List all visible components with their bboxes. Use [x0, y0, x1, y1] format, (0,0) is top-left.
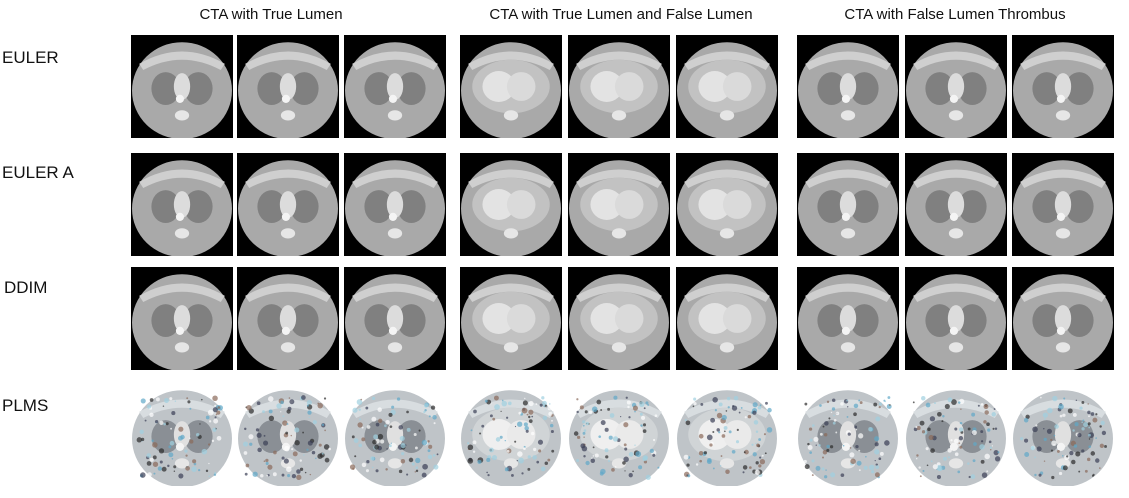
row-label-plms: PLMS: [2, 396, 49, 415]
ct-slice-image: [131, 383, 233, 486]
column-header-false-lumen-thrombus: CTA with False Lumen Thrombus: [844, 6, 1066, 23]
ct-slice-image: [460, 35, 562, 138]
ct-slice-image: [344, 35, 446, 138]
ct-slice-image: [131, 153, 233, 256]
ct-slice-image: [797, 383, 899, 486]
ct-slice-image: [344, 383, 446, 486]
ct-slice-image: [460, 383, 562, 486]
ct-slice-image: [797, 267, 899, 370]
row-label-euler-a: EULER A: [2, 163, 74, 182]
ct-slice-image: [905, 153, 1007, 256]
column-header-true-false-lumen: CTA with True Lumen and False Lumen: [489, 6, 753, 23]
ct-slice-image: [797, 35, 899, 138]
ct-slice-image: [237, 35, 339, 138]
ct-slice-image: [568, 267, 670, 370]
ct-slice-image: [1012, 267, 1114, 370]
ct-slice-image: [460, 267, 562, 370]
ct-slice-image: [676, 383, 778, 486]
ct-slice-image: [905, 35, 1007, 138]
ct-slice-image: [237, 153, 339, 256]
ct-slice-image: [344, 267, 446, 370]
column-header-true-lumen: CTA with True Lumen: [199, 6, 343, 23]
ct-slice-image: [797, 153, 899, 256]
ct-slice-image: [905, 383, 1007, 486]
ct-slice-image: [237, 383, 339, 486]
ct-slice-image: [568, 153, 670, 256]
ct-slice-image: [676, 35, 778, 138]
ct-slice-image: [344, 153, 446, 256]
ct-slice-image: [676, 267, 778, 370]
ct-slice-image: [237, 267, 339, 370]
row-label-euler: EULER: [2, 48, 59, 67]
ct-slice-image: [568, 383, 670, 486]
row-label-ddim: DDIM: [4, 278, 48, 297]
ct-slice-image: [905, 267, 1007, 370]
ct-slice-image: [1012, 383, 1114, 486]
ct-slice-image: [460, 153, 562, 256]
ct-slice-image: [568, 35, 670, 138]
ct-slice-image: [131, 35, 233, 138]
ct-slice-image: [131, 267, 233, 370]
ct-slice-image: [676, 153, 778, 256]
ct-slice-image: [1012, 153, 1114, 256]
ct-slice-image: [1012, 35, 1114, 138]
